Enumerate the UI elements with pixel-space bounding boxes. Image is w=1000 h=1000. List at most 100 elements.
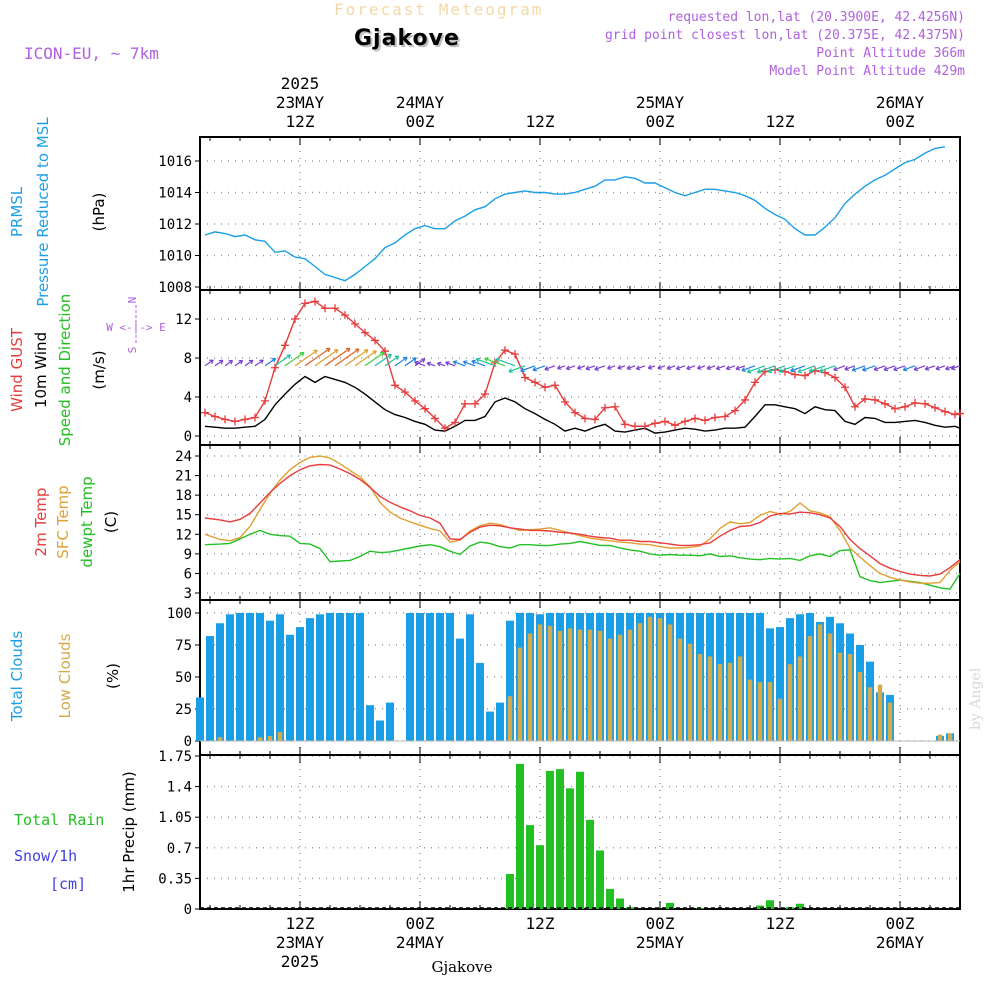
wind-arrow (394, 356, 408, 367)
gust-marker (461, 399, 469, 408)
low-cloud-bar (697, 653, 703, 741)
total-cloud-bar (296, 627, 304, 741)
wind-arrowhead (585, 365, 591, 371)
wind-arrow (577, 365, 586, 370)
wind-gust-label: Wind GUST (8, 327, 26, 412)
total-cloud-bar (276, 614, 284, 741)
wind-arrow (735, 365, 746, 370)
wind-arrow (437, 362, 446, 367)
wind-arrow (913, 365, 926, 371)
low-cloud-bar (887, 702, 893, 741)
total-cloud-bar (466, 614, 474, 741)
gust-marker (751, 378, 759, 387)
wind-arrow (304, 347, 331, 367)
series-sfc-temp (204, 455, 961, 584)
compass-n: N (126, 297, 139, 304)
gust-marker (711, 413, 719, 422)
wind-arrow (706, 365, 716, 370)
wind-arrowhead (445, 361, 450, 366)
low-cloud-bar (937, 734, 943, 741)
gust-marker (956, 409, 964, 418)
wind-arrow (234, 360, 243, 367)
low-cloud-bar (597, 630, 603, 741)
bottom-time-label: 23MAY (276, 933, 325, 952)
gust-marker (911, 398, 919, 407)
bottom-time-label: 00Z (886, 914, 915, 933)
gust-marker (631, 422, 639, 431)
gust-marker (481, 390, 489, 399)
top-time-label: 12Z (526, 112, 555, 131)
wind-arrowhead (372, 350, 377, 355)
wind-arrowhead (325, 347, 331, 353)
series-dewpoint (204, 529, 961, 590)
low-cloud-bar (537, 624, 543, 741)
wind-arrowhead (797, 368, 803, 374)
compass-s: S (126, 347, 139, 354)
sfc-temp-label: SFC Temp (54, 485, 72, 558)
wind-arrow (384, 355, 400, 367)
gust-marker (881, 399, 889, 408)
y-tick-label: 1008 (158, 280, 192, 296)
y-tick-label: 1.75 (158, 749, 192, 765)
gust-marker (351, 319, 359, 328)
gust-marker (901, 402, 909, 411)
wind-arrow (607, 365, 616, 370)
rain-bar (556, 769, 564, 909)
gust-marker (721, 412, 729, 421)
wind-arrowhead (462, 360, 468, 366)
wind-arrow (741, 365, 756, 372)
total-cloud-bar (236, 613, 244, 741)
total-cloud-bar (756, 613, 764, 741)
bottom-time-label: 24MAY (396, 933, 445, 952)
low-cloud-bar (837, 652, 843, 741)
low-cloud-bar (727, 662, 733, 741)
wind-arrowhead (363, 349, 369, 354)
gust-marker (311, 297, 319, 306)
wind-arrow (334, 348, 360, 367)
total-cloud-bar (416, 613, 424, 741)
low-cloud-bar (267, 735, 273, 741)
series-wind10 (204, 375, 961, 434)
y-tick-label: 4 (184, 390, 192, 406)
low-cloud-bar (817, 624, 823, 741)
model-altitude: Model Point Altitude 429m (769, 64, 965, 79)
gust-marker (571, 408, 579, 417)
chart-title: Forecast Meteogram (334, 0, 544, 19)
wind-arrowhead (299, 351, 305, 357)
gust-marker (801, 371, 809, 380)
wind-arrow (757, 365, 776, 373)
low-cloud-bar (617, 634, 623, 741)
wind-arrow (778, 365, 796, 373)
rain-bar (606, 888, 614, 909)
gust-marker (381, 347, 389, 356)
wind-arrow (453, 360, 466, 367)
point-altitude: Point Altitude 366m (816, 46, 965, 61)
top-time-label: 12Z (766, 112, 795, 131)
total-cloud-bar (456, 638, 464, 741)
bottom-time-label: 00Z (646, 914, 675, 933)
wind-arrowhead (471, 359, 476, 365)
low-cloud-bar (667, 624, 673, 741)
wind-arrowhead (935, 365, 941, 371)
y-tick-label: 1.05 (158, 810, 192, 826)
gust-marker (261, 396, 269, 405)
place-name: Gjakove (354, 26, 460, 51)
rain-bar (566, 788, 574, 909)
wind-arrowhead (520, 367, 525, 373)
gust-marker (371, 336, 379, 345)
low-cloud-bar (857, 671, 863, 741)
wind-arrow (354, 350, 377, 367)
wind-arrow (374, 353, 392, 367)
y-tick-label: 100 (167, 606, 192, 622)
wind-arrow (925, 365, 936, 370)
wind-arrowhead (924, 365, 930, 371)
total-cloud-bar (436, 613, 444, 741)
low-cloud-bar (587, 629, 593, 741)
y-tick-label: 0.7 (167, 841, 192, 857)
low-cloud-bar (607, 638, 613, 741)
y-tick-label: 1010 (158, 249, 192, 265)
gust-marker (541, 383, 549, 392)
gust-marker (251, 413, 259, 422)
grid-point-coords: grid point closest lon,lat (20.375E, 42.… (604, 28, 965, 43)
y-tick-label: 24 (175, 449, 192, 465)
